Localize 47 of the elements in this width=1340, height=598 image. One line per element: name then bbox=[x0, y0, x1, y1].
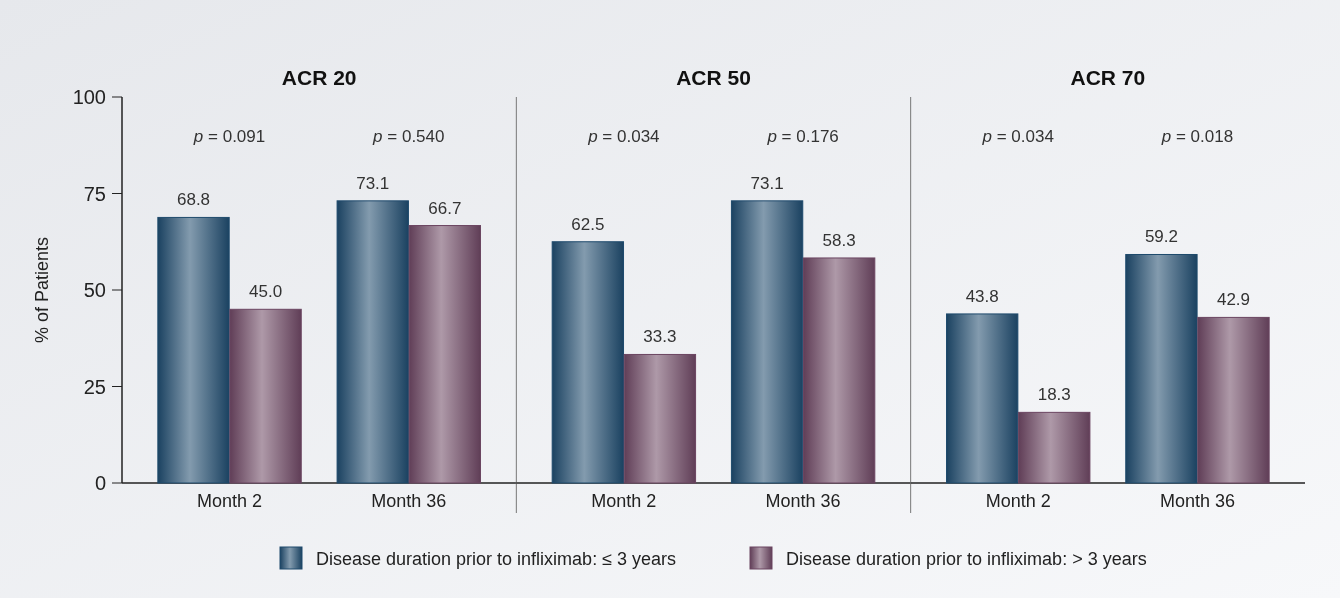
data-label: 68.8 bbox=[176, 190, 211, 210]
data-label: 62.5 bbox=[571, 214, 605, 234]
bar bbox=[1125, 253, 1198, 484]
y-tick-label: 50 bbox=[83, 279, 106, 301]
bar bbox=[802, 257, 876, 484]
bar bbox=[336, 200, 409, 484]
annotation: p = 0.018 bbox=[1160, 127, 1234, 146]
bar bbox=[551, 241, 625, 484]
legend-label: Disease duration prior to infliximab: > 3 years bbox=[786, 549, 1147, 569]
y-tick-label: 25 bbox=[83, 375, 106, 398]
chart-title: ACR 20 bbox=[281, 66, 357, 89]
data-label: 33.3 bbox=[643, 327, 677, 347]
bar bbox=[946, 313, 1019, 484]
y-axis-title: % of Patients bbox=[32, 236, 52, 344]
chart-title: ACR 50 bbox=[676, 66, 751, 89]
x-tick-label: Month 36 bbox=[1159, 491, 1235, 511]
y-tick-label: 0 bbox=[94, 472, 106, 494]
data-label: 58.3 bbox=[822, 230, 856, 250]
bar bbox=[1197, 316, 1270, 484]
data-label: 73.1 bbox=[356, 173, 390, 193]
y-tick-label: 100 bbox=[72, 86, 106, 108]
annotation: p = 0.034 bbox=[981, 127, 1054, 146]
data-label: 43.8 bbox=[965, 286, 999, 306]
legend-label: Disease duration prior to infliximab: ≤ 3 years bbox=[316, 549, 677, 569]
bar bbox=[408, 225, 481, 484]
x-tick-label: Month 2 bbox=[985, 491, 1051, 511]
y-tick-label: 75 bbox=[83, 182, 106, 205]
x-tick-label: Month 2 bbox=[591, 491, 657, 511]
data-label: 73.1 bbox=[750, 173, 784, 193]
x-tick-label: Month 2 bbox=[197, 491, 263, 511]
x-tick-label: Month 36 bbox=[765, 491, 841, 511]
annotation: p = 0.091 bbox=[192, 127, 266, 146]
annotation: p = 0.540 bbox=[372, 127, 445, 146]
data-label: 45.0 bbox=[249, 282, 283, 302]
data-label: 59.2 bbox=[1144, 227, 1178, 247]
x-tick-label: Month 36 bbox=[371, 491, 447, 511]
data-label: 42.9 bbox=[1216, 290, 1251, 310]
bar bbox=[157, 216, 230, 484]
data-label: 66.7 bbox=[428, 198, 462, 218]
data-label: 18.3 bbox=[1037, 385, 1071, 405]
bar bbox=[229, 308, 302, 484]
bar bbox=[1018, 411, 1091, 484]
chart-title: ACR 70 bbox=[1070, 66, 1146, 89]
annotation: p = 0.034 bbox=[587, 127, 660, 146]
bar bbox=[730, 200, 804, 484]
bar bbox=[623, 353, 697, 484]
annotation: p = 0.176 bbox=[766, 127, 839, 146]
